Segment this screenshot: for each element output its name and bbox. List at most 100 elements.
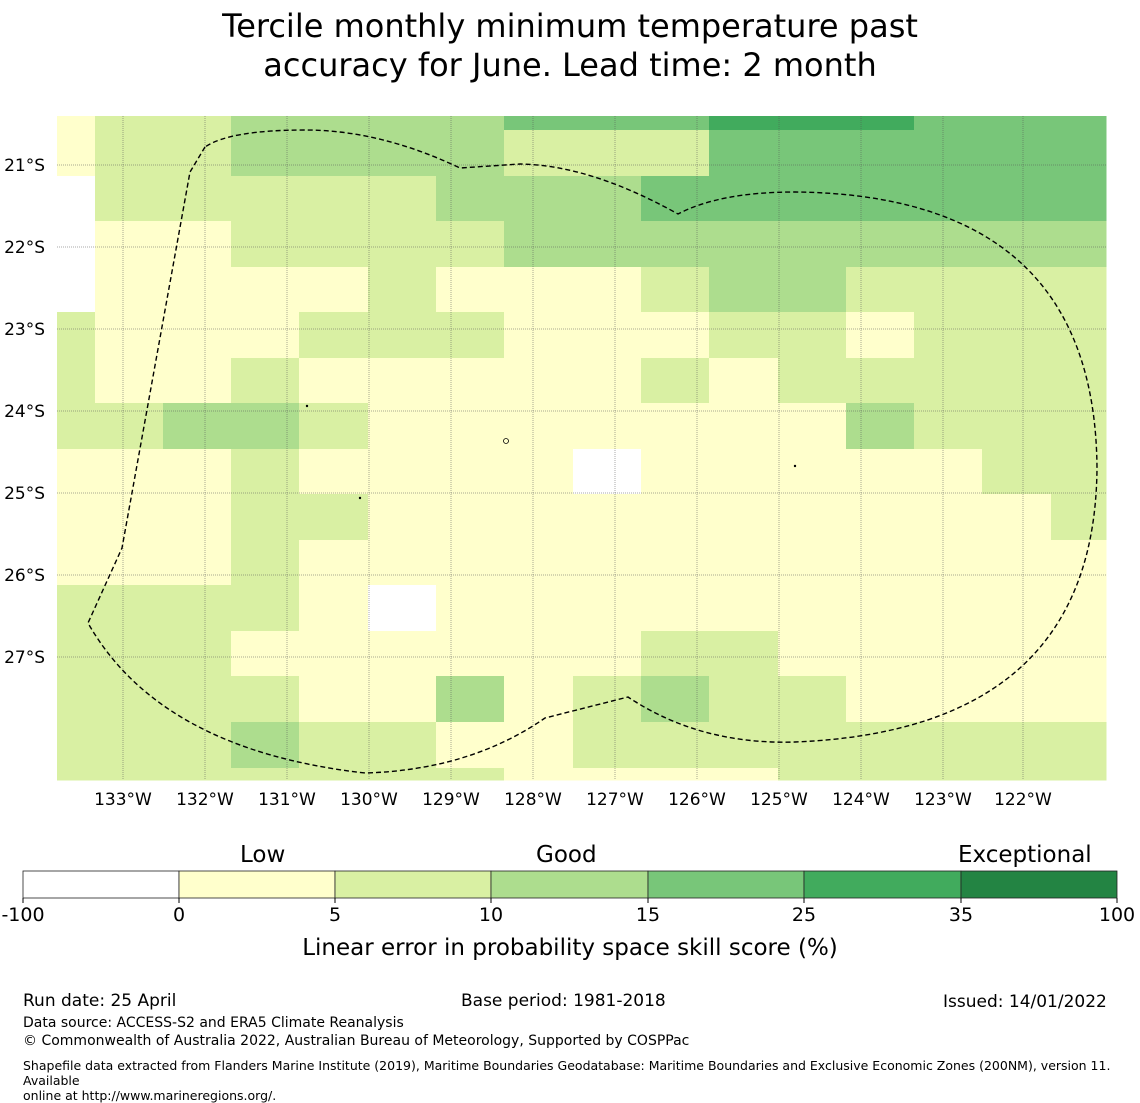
map-cell [163, 130, 232, 177]
map-cell [95, 116, 164, 131]
map-cell [231, 631, 300, 677]
map-cell [778, 540, 847, 586]
map-cell [57, 676, 96, 723]
map-cell [641, 585, 710, 632]
map-cell [914, 449, 983, 495]
map-cell [299, 312, 369, 359]
island-marker [305, 404, 309, 408]
map-cell [368, 585, 437, 632]
map-cell [504, 722, 574, 769]
map-cell [573, 540, 642, 586]
map-cell [982, 221, 1052, 268]
map-cell [914, 768, 983, 781]
map-cell [641, 176, 710, 222]
map-cell [846, 221, 915, 268]
map-cell [641, 631, 710, 677]
shapefile-credit-line-1: Shapefile data extracted from Flanders M… [23, 1058, 1111, 1088]
map-cell [709, 631, 779, 677]
longitude-label: 124°W [832, 790, 890, 810]
map-cell [914, 631, 983, 677]
colorbar-tick-label: 0 [173, 904, 185, 926]
colorbar: -100 0 5 10 15 25 35 100 [1, 870, 1135, 926]
map-cell [573, 585, 642, 632]
map-cell [57, 449, 96, 495]
map-cell [982, 768, 1052, 781]
map-cell [709, 176, 779, 222]
map-cell [846, 722, 915, 769]
map-cell [1051, 130, 1107, 177]
map-cell [504, 267, 574, 313]
map-cell [57, 312, 96, 359]
map-cell [368, 631, 437, 677]
map-cell [778, 221, 847, 268]
map-cell [95, 221, 164, 268]
longitude-label: 122°W [994, 790, 1052, 810]
map-cell [982, 631, 1052, 677]
map-cell [641, 676, 710, 723]
map-cell [299, 449, 369, 495]
map-cell [231, 585, 300, 632]
map-cell [982, 676, 1052, 723]
map-cell [504, 116, 574, 131]
map-cell [504, 540, 574, 586]
map-cell [982, 176, 1052, 222]
map-cell [231, 176, 300, 222]
map-cell [231, 449, 300, 495]
colorbar-category-exceptional: Exceptional [958, 842, 1092, 868]
data-source: Data source: ACCESS-S2 and ERA5 Climate … [23, 1015, 404, 1031]
map-cell [231, 403, 300, 450]
map-cell [914, 130, 983, 177]
map-cell [914, 676, 983, 723]
map-cell [504, 358, 574, 404]
map-cell [436, 676, 505, 723]
colorbar-axis-label: Linear error in probability space skill … [302, 935, 838, 961]
map-cell [231, 267, 300, 313]
map-cell [231, 676, 300, 723]
map-cell [709, 221, 779, 268]
map-cell [778, 494, 847, 541]
map-cell [163, 449, 232, 495]
map-cell [982, 585, 1052, 632]
map-cell [641, 494, 710, 541]
map-cell [95, 403, 164, 450]
map-cell [436, 130, 505, 177]
longitude-label: 123°W [914, 790, 972, 810]
map-cell [1051, 494, 1107, 541]
map-cell [1051, 312, 1107, 359]
map-cell [982, 494, 1052, 541]
map-cell [504, 449, 574, 495]
map-cell [368, 540, 437, 586]
colorbar-tick-label: -100 [1, 904, 44, 926]
colorbar-segment [647, 870, 805, 899]
map-cell [368, 116, 437, 131]
map-cell [778, 358, 847, 404]
map-cell [846, 494, 915, 541]
map-cell [95, 130, 164, 177]
longitude-label: 129°W [422, 790, 480, 810]
map-cell [709, 449, 779, 495]
map-cell [163, 358, 232, 404]
map-cell [1051, 585, 1107, 632]
map-cell [914, 494, 983, 541]
map-cell [368, 449, 437, 495]
map-cell [846, 631, 915, 677]
map-cell [641, 768, 710, 781]
map-cell [368, 403, 437, 450]
map-cell [846, 130, 915, 177]
map-cell [709, 676, 779, 723]
map-cell [641, 130, 710, 177]
map-cell [778, 116, 847, 131]
map-cell [709, 403, 779, 450]
map-cell [709, 494, 779, 541]
map-cell [57, 358, 96, 404]
map-cell [504, 221, 574, 268]
colorbar-segment [334, 870, 492, 899]
map-cell [95, 722, 164, 769]
map-cell [299, 722, 369, 769]
map-cell [573, 130, 642, 177]
map-cell [504, 130, 574, 177]
map-cell [709, 768, 779, 781]
map-cell [709, 312, 779, 359]
map-cell [299, 116, 369, 131]
longitude-label: 125°W [750, 790, 808, 810]
